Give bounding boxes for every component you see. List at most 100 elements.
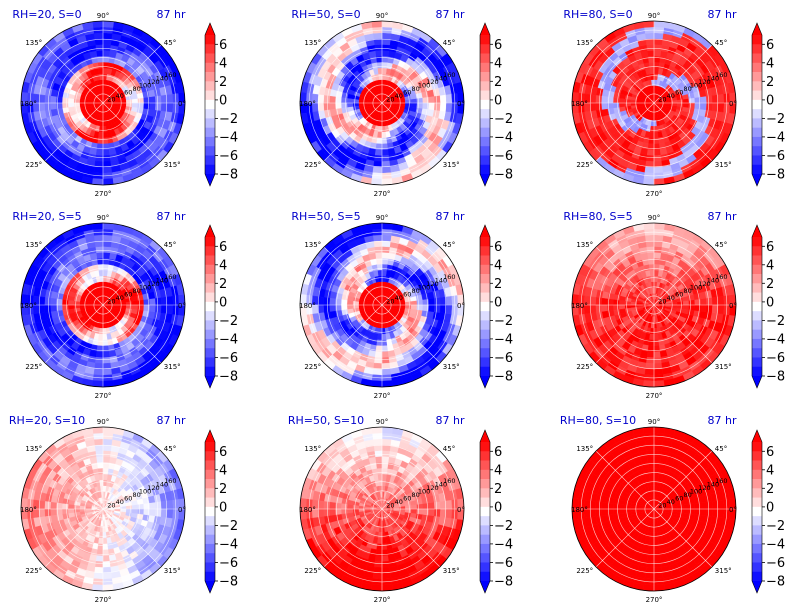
contour-cell [102,345,110,353]
angle-tick-label: 0° [729,302,737,310]
colorbar-band [480,136,490,147]
colorbar-tick-label: 0 [766,295,774,310]
angle-tick-label: 0° [178,302,186,310]
contour-cell [648,137,655,145]
contour-cell [95,149,104,156]
contour-cell [376,339,383,347]
colorbar-band [752,35,762,45]
colorbar-tick-label: −2 [494,112,513,127]
colorbar-tick-label: 0 [219,295,227,310]
contour-cell [653,67,659,75]
contour-cell [612,97,620,104]
colorbar-band [752,274,762,284]
contour-cell [428,297,435,306]
angle-tick-label: 180° [571,100,588,108]
radial-tick-label: 100 [139,82,151,90]
contour-cell [653,20,665,28]
contour-cell [352,98,359,104]
contour-cell [102,380,114,388]
colorbar-band [752,237,762,247]
angle-tick-label: 45° [715,241,727,249]
angle-tick-label: 315° [443,363,460,371]
contour-cell [98,131,104,139]
contour-cell [381,44,390,51]
colorbar-band [480,237,490,247]
contour-cell [646,149,655,156]
colorbar-tick-label: 0 [494,93,502,108]
contour-cell [50,102,57,111]
contour-cell [653,155,662,162]
contour-cell [95,351,104,358]
colorbar-tick-label: −4 [766,332,785,347]
contour-cell [102,467,109,475]
colorbar-band [480,81,490,91]
colorbar-band [480,264,490,275]
radial-tick-label: 20 [386,298,394,306]
colorbar-extend-min [480,376,490,388]
contour-cell [44,501,51,510]
contour-cell [649,333,655,341]
colorbar-extend-min [480,174,490,186]
contour-cell [102,143,110,151]
contour-cell [334,298,342,306]
contour-cell [102,456,111,463]
contour-cell [371,222,383,230]
contour-cell [93,32,104,40]
contour-cell [700,102,707,111]
angle-tick-label: 135° [304,241,321,249]
contour-cell [334,96,342,104]
contour-cell [98,532,104,539]
contour-cell [323,304,330,313]
angle-tick-label: 135° [576,39,593,47]
contour-cell [700,304,707,313]
contour-cell [606,298,614,306]
contour-cell [717,93,725,104]
angle-tick-label: 45° [715,39,727,47]
radial-tick-label: 160 [715,273,727,281]
contour-cell [381,345,389,353]
colorbar-tick-label: −8 [219,370,238,385]
colorbar-tick-label: −2 [766,112,785,127]
contour-cell [102,166,113,174]
radial-tick-label: 20 [107,96,115,104]
angle-tick-label: 180° [299,302,316,310]
contour-cell [410,102,418,108]
contour-cell [55,102,63,110]
contour-cell [694,298,702,306]
angle-tick-label: 315° [715,161,732,169]
contour-cell [381,55,389,63]
colorbar-tick-label: 6 [494,38,502,53]
contour-cell [700,297,707,306]
angle-tick-label: 90° [376,12,388,20]
colorbar-tick-label: −8 [494,370,513,385]
contour-cell [98,537,104,545]
panel-time-label: 87 hr [436,8,465,21]
contour-cell [149,102,156,111]
colorbar-band [480,53,490,64]
colorbar-tick-label: −4 [494,332,513,347]
contour-cell [646,155,655,162]
colorbar-band [480,44,490,54]
contour-cell [647,345,655,353]
contour-cell [381,357,390,364]
contour-cell [381,166,392,174]
colorbar-tick-label: −8 [766,370,785,385]
contour-cell [374,44,383,51]
contour-cell [374,246,383,253]
contour-cell [340,97,348,104]
colorbar-band [205,274,215,284]
contour-cell [95,357,104,364]
contour-cell [377,126,383,133]
colorbar-band [752,136,762,147]
contour-cell [96,143,104,151]
colorbar-band [205,90,215,101]
radial-tick-label: 20 [386,96,394,104]
colorbar-tick-label: −4 [494,130,513,145]
radial-tick-label: 60 [675,291,683,299]
contour-cell [95,561,104,568]
contour-cell [374,351,383,358]
colorbar-tick-label: 2 [494,75,502,90]
contour-cell [434,304,441,313]
colorbar-tick-label: −6 [494,351,513,366]
contour-cell [102,149,111,156]
